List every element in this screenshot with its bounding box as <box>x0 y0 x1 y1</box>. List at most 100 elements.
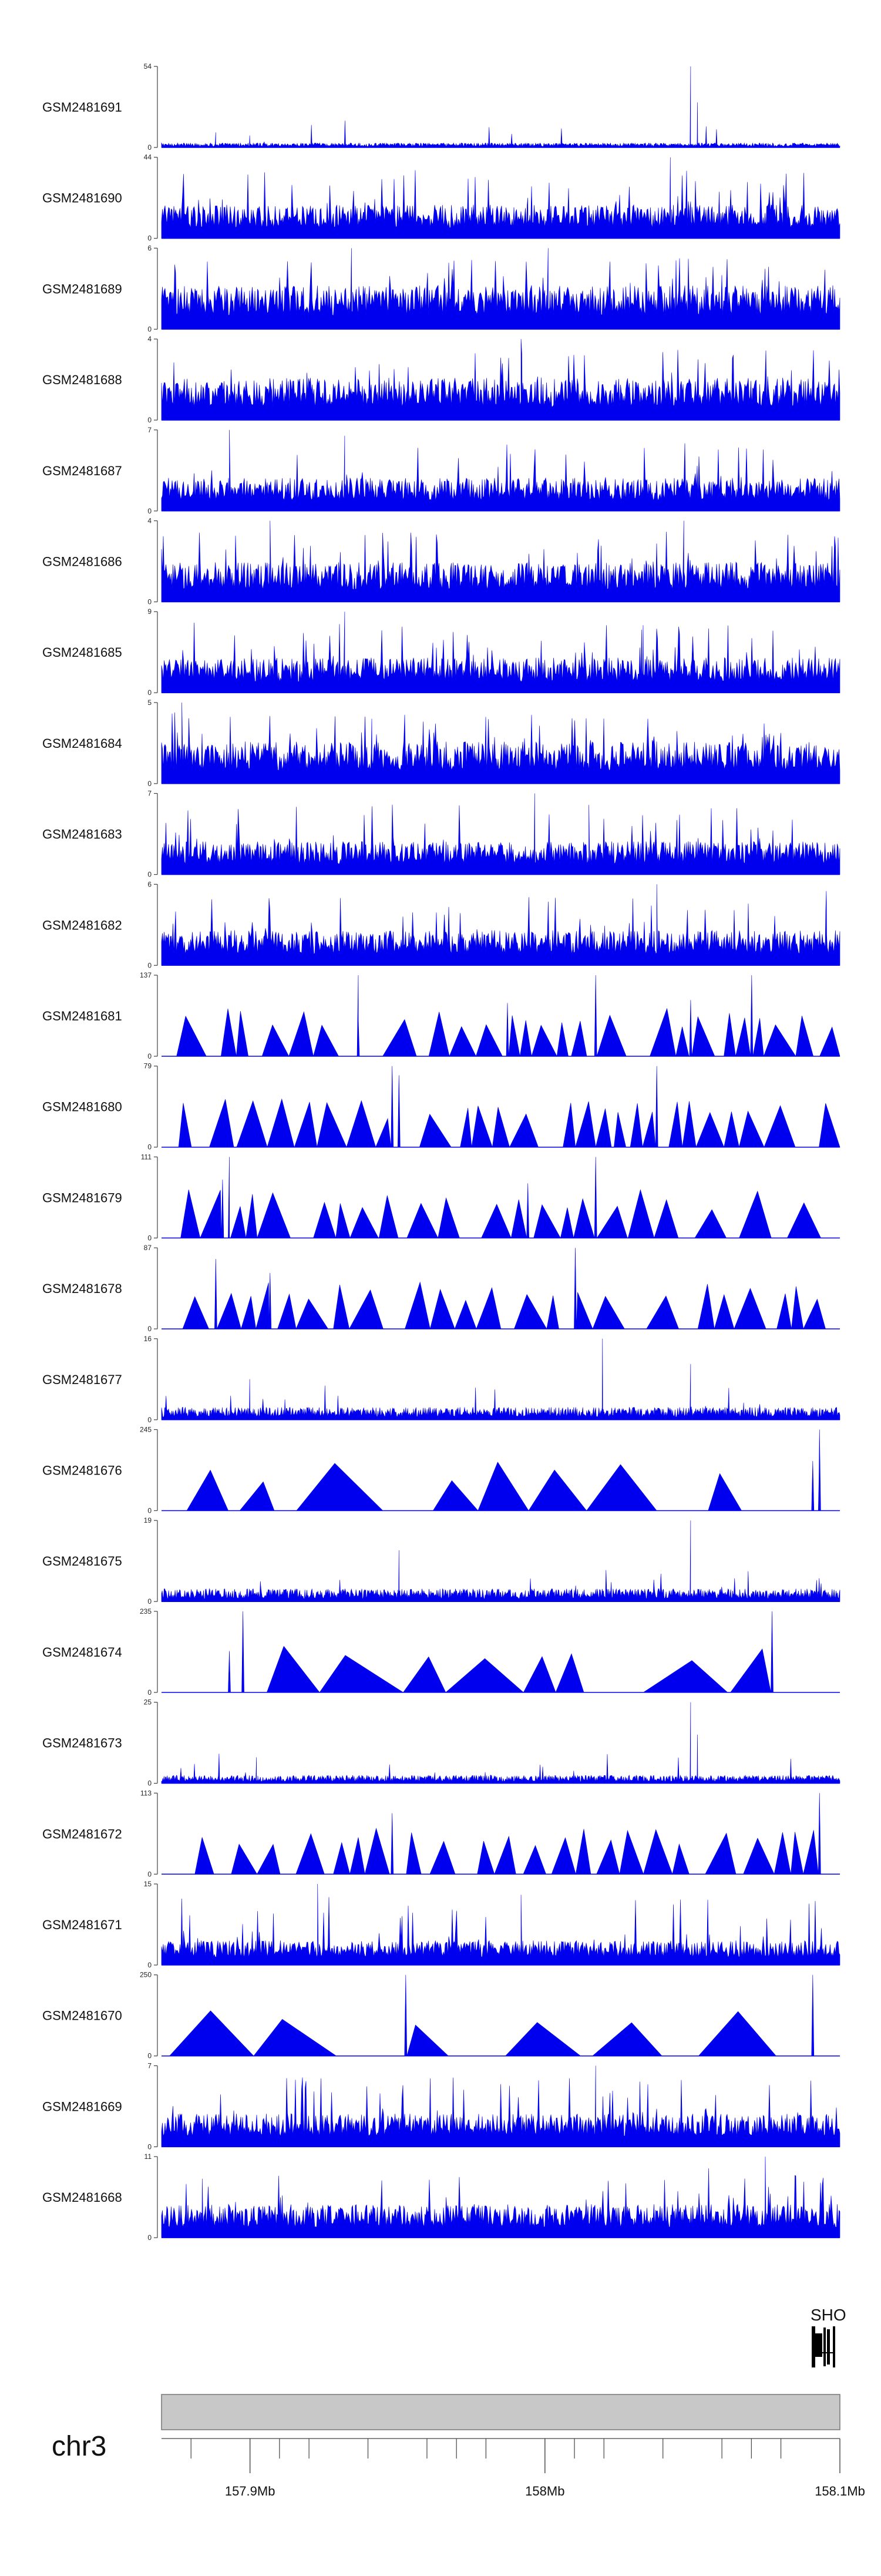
track-ymin-label: 0 <box>147 871 152 879</box>
track-ymin-label: 0 <box>147 2052 152 2060</box>
track-ymin-label: 0 <box>147 1143 152 1151</box>
coverage-area <box>161 1883 840 1966</box>
track-label: GSM2481681 <box>42 1009 122 1023</box>
track-ymax-label: 79 <box>144 1062 152 1070</box>
coverage-area <box>161 612 840 693</box>
track-label: GSM2481682 <box>42 918 122 932</box>
track-ymax-label: 7 <box>147 2061 152 2070</box>
coverage-area <box>161 66 840 148</box>
track-label: GSM2481688 <box>42 372 122 387</box>
track-ymin-label: 0 <box>147 234 152 243</box>
track-ymax-label: 6 <box>147 880 152 888</box>
track-ymin-label: 0 <box>147 1052 152 1060</box>
track-ymin-label: 0 <box>147 688 152 697</box>
track-ymin-label: 0 <box>147 2142 152 2151</box>
track-ymax-label: 15 <box>144 1880 152 1888</box>
track-ymax-label: 4 <box>147 517 152 525</box>
track-ymax-label: 44 <box>144 153 152 162</box>
track-label: GSM2481669 <box>42 2099 122 2114</box>
track-label: GSM2481668 <box>42 2190 122 2205</box>
track-ymax-label: 25 <box>144 1698 152 1707</box>
track-label: GSM2481691 <box>42 100 122 115</box>
coverage-area <box>161 702 840 784</box>
track-ymin-label: 0 <box>147 143 152 152</box>
track-ymin-label: 0 <box>147 1961 152 1969</box>
track-ymax-label: 113 <box>140 1789 152 1797</box>
track-label: GSM2481685 <box>42 645 122 660</box>
coverage-area <box>162 1793 840 1875</box>
track-label: GSM2481687 <box>42 464 122 478</box>
track-ymin-label: 0 <box>147 2234 152 2242</box>
genomic-tick-label: 158Mb <box>525 2484 564 2498</box>
coverage-area <box>162 1974 840 2057</box>
coverage-area <box>161 1702 840 1784</box>
track-label: GSM2481676 <box>42 1463 122 1478</box>
coverage-area <box>162 1248 840 1330</box>
track-ymax-label: 235 <box>140 1607 152 1616</box>
track-label: GSM2481680 <box>42 1100 122 1114</box>
track-ymax-label: 7 <box>147 426 152 434</box>
track-label: GSM2481684 <box>42 736 122 751</box>
coverage-area <box>161 339 840 421</box>
track-ymin-label: 0 <box>147 1688 152 1697</box>
track-ymax-label: 9 <box>147 607 152 616</box>
track-ymax-label: 245 <box>140 1426 152 1434</box>
coverage-area <box>162 975 840 1057</box>
coverage-area <box>161 2065 840 2147</box>
track-ymax-label: 137 <box>140 971 152 979</box>
track-ymax-label: 5 <box>147 698 152 707</box>
coverage-area <box>162 1157 840 1239</box>
coverage-area <box>161 429 840 512</box>
coverage-area <box>162 1066 840 1148</box>
track-label: GSM2481673 <box>42 1736 122 1751</box>
track-label: GSM2481683 <box>42 827 122 842</box>
track-ymin-label: 0 <box>147 598 152 606</box>
track-ymax-label: 19 <box>144 1516 152 1524</box>
track-ymin-label: 0 <box>147 1234 152 1242</box>
track-ymin-label: 0 <box>147 1779 152 1788</box>
track-ymin-label: 0 <box>147 1416 152 1424</box>
track-ymin-label: 0 <box>147 1597 152 1606</box>
chromosome-label: chr3 <box>52 2431 106 2462</box>
track-ymax-label: 7 <box>147 790 152 798</box>
track-ymax-label: 16 <box>144 1335 152 1343</box>
track-ymin-label: 0 <box>147 961 152 969</box>
track-ymin-label: 0 <box>147 1507 152 1515</box>
gene-label: SHO <box>811 2306 846 2324</box>
coverage-area <box>161 1520 840 1602</box>
track-ymax-label: 54 <box>144 62 152 70</box>
genomic-tick-label: 157.9Mb <box>225 2484 275 2498</box>
track-ymin-label: 0 <box>147 325 152 333</box>
gene-exon <box>812 2326 815 2367</box>
track-ymax-label: 4 <box>147 335 152 343</box>
track-label: GSM2481686 <box>42 555 122 569</box>
gene-exon <box>823 2328 826 2366</box>
track-label: GSM2481689 <box>42 281 122 296</box>
coverage-area <box>162 1429 840 1512</box>
coverage-area <box>162 1611 840 1693</box>
gene-exon <box>827 2329 830 2365</box>
track-ymin-label: 0 <box>147 416 152 424</box>
track-ymax-label: 87 <box>144 1244 152 1252</box>
coverage-area <box>161 2157 840 2238</box>
gene-exon <box>833 2326 835 2367</box>
coverage-area <box>161 1338 840 1420</box>
coverage-area <box>161 793 840 875</box>
track-label: GSM2481677 <box>42 1372 122 1387</box>
track-ymin-label: 0 <box>147 507 152 515</box>
track-label: GSM2481670 <box>42 2009 122 2023</box>
track-ymin-label: 0 <box>147 1325 152 1333</box>
track-ymax-label: 11 <box>144 2152 152 2161</box>
genomic-tick-label: 158.1Mb <box>815 2484 865 2498</box>
track-label: GSM2481672 <box>42 1826 122 1841</box>
track-ymax-label: 250 <box>140 1971 152 1979</box>
track-ymin-label: 0 <box>147 780 152 788</box>
track-label: GSM2481690 <box>42 191 122 206</box>
track-label: GSM2481674 <box>42 1645 122 1660</box>
track-ymin-label: 0 <box>147 1870 152 1878</box>
track-label: GSM2481679 <box>42 1190 122 1205</box>
track-label: GSM2481671 <box>42 1917 122 1932</box>
track-label: GSM2481678 <box>42 1281 122 1296</box>
